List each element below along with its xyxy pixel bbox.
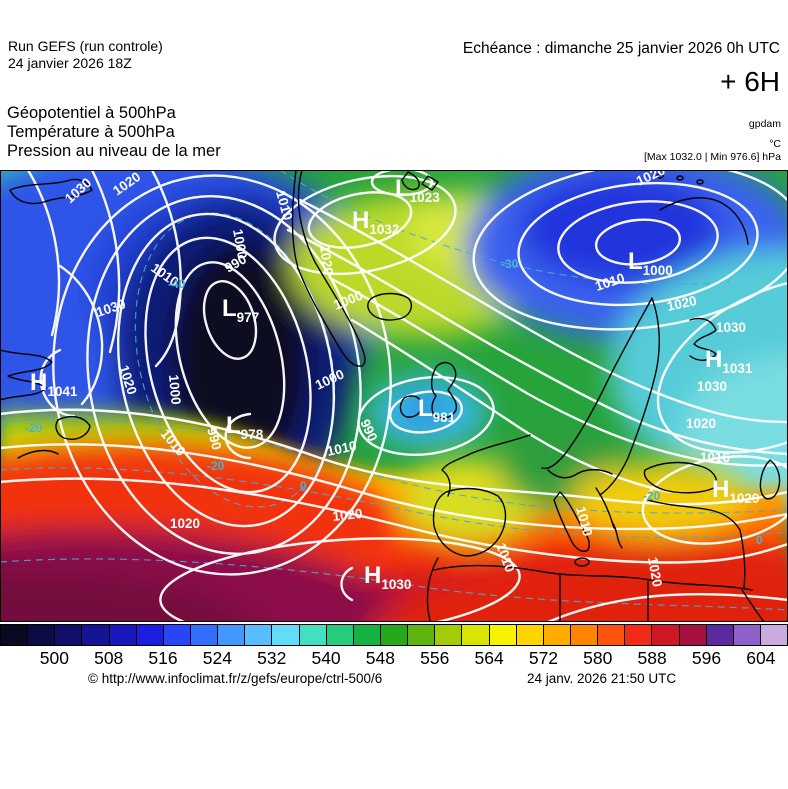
colorbar-tick: 588 bbox=[637, 648, 667, 668]
colorbar-cell bbox=[434, 624, 463, 646]
colorbar-cell bbox=[597, 624, 626, 646]
pressure-center-value: 1030 bbox=[381, 577, 411, 592]
temperature-label: -40 bbox=[168, 277, 186, 291]
colorbar-cell bbox=[379, 624, 409, 646]
valid-time-block: Echéance : dimanche 25 janvier 2026 0h U… bbox=[463, 40, 780, 98]
isobar-label: 1010 bbox=[326, 438, 359, 459]
isobar-label: 1020 bbox=[332, 506, 363, 524]
colorbar-cell bbox=[407, 624, 436, 646]
pressure-center-value: 1029 bbox=[729, 491, 759, 506]
isobar-label: 1030 bbox=[716, 320, 746, 335]
run-info: Run GEFS (run controle) 24 janvier 2026 … bbox=[8, 38, 163, 72]
isobar-label: 1020 bbox=[666, 293, 699, 314]
colorbar-tick: 548 bbox=[365, 648, 396, 668]
colorbar-cell bbox=[759, 624, 788, 646]
colorbar-tick: 540 bbox=[311, 648, 341, 668]
colorbar-cell bbox=[217, 624, 246, 646]
pressure-center-value: 1000 bbox=[643, 263, 673, 278]
colorbar-tick-labels: 500 508 516 524 532 540 548 556 564 572 580 588 596 6… bbox=[0, 646, 788, 670]
colorbar-cell bbox=[461, 624, 490, 646]
pressure-center-value: 981 bbox=[433, 410, 456, 425]
colorbar-cell bbox=[108, 624, 137, 646]
source-url-label: © http://www.infoclimat.fr/z/gefs/europe… bbox=[88, 671, 383, 686]
colorbar-tick: 596 bbox=[691, 648, 722, 668]
forecast-step-label: + 6H bbox=[720, 66, 780, 97]
temperature-label: -30 bbox=[501, 257, 519, 271]
run-model-label: Run GEFS (run controle) bbox=[8, 38, 163, 54]
pressure-center-l-981: L981 bbox=[418, 395, 456, 425]
colorbar-cell bbox=[651, 624, 680, 646]
pressure-center-value: 1041 bbox=[47, 384, 78, 399]
coastlines bbox=[0, 169, 781, 623]
isobar-label: 1016 bbox=[700, 450, 731, 465]
colorbar-cell bbox=[271, 624, 300, 646]
colorbar-tick: 580 bbox=[583, 648, 613, 668]
colorbar-tick: 604 bbox=[746, 648, 776, 668]
temperature-label: -20 bbox=[643, 489, 661, 503]
colorbar-cell bbox=[678, 624, 707, 646]
colorbar-cell bbox=[54, 624, 83, 646]
isobar-label: 1020 bbox=[170, 516, 200, 531]
colorbar-tick: 556 bbox=[420, 648, 450, 668]
colorbar-cell bbox=[81, 624, 110, 646]
generation-time-label: 24 janv. 2026 21:50 UTC bbox=[527, 671, 677, 686]
title-geopotential: Géopotentiel à 500hPa bbox=[7, 104, 176, 122]
colorbar-cell bbox=[27, 624, 56, 646]
temperature-label: -20 bbox=[25, 421, 43, 435]
colorbar-cell bbox=[352, 624, 381, 646]
colorbar-cell bbox=[162, 624, 191, 646]
isobar-label: 1030 bbox=[697, 379, 727, 394]
colorbar-cell bbox=[542, 624, 571, 646]
chart-titles: Géopotentiel à 500hPa Température à 500h… bbox=[7, 104, 221, 161]
colorbar-cell bbox=[298, 624, 327, 646]
colorbar-tick: 508 bbox=[94, 648, 124, 668]
title-temperature: Température à 500hPa bbox=[7, 123, 175, 141]
colorbar-cell bbox=[569, 624, 599, 646]
colorbar-tick: 564 bbox=[474, 648, 504, 668]
colorbar-cell bbox=[0, 624, 29, 646]
run-date-label: 24 janvier 2026 18Z bbox=[8, 55, 132, 71]
isobar-label: 1020 bbox=[686, 416, 716, 431]
temperature-label: -20 bbox=[207, 459, 225, 473]
title-pressure: Pression au niveau de la mer bbox=[7, 142, 221, 160]
weather-map: 1030 1020 1010 990 1000 1030 1020 1000 1010 1020 1… bbox=[0, 110, 788, 763]
colorbar-cell bbox=[244, 624, 273, 646]
pressure-minmax-label: [Max 1032.0 | Min 976.6] hPa bbox=[644, 151, 781, 163]
pressure-center-value: 978 bbox=[241, 427, 264, 442]
unit-labels: gpdam °C [Max 1032.0 | Min 976.6] hPa bbox=[644, 118, 781, 164]
temperature-label: 0 bbox=[300, 479, 307, 493]
colorbar-cell bbox=[705, 624, 734, 646]
colorbar-tick: 532 bbox=[257, 648, 287, 668]
isobar-label: 1000 bbox=[166, 374, 184, 405]
isobar-label: 990 bbox=[204, 426, 224, 452]
pressure-center-value: 1023 bbox=[410, 190, 441, 205]
colorbar-cell bbox=[189, 624, 219, 646]
colorbar-cell bbox=[624, 624, 653, 646]
isobar-label: 1000 bbox=[230, 228, 250, 260]
colorbar-cell bbox=[325, 624, 354, 646]
unit-celsius: °C bbox=[769, 138, 781, 150]
colorbar-cell bbox=[515, 624, 544, 646]
temperature-label: 0 bbox=[756, 533, 763, 547]
valid-time-label: Echéance : dimanche 25 janvier 2026 0h U… bbox=[462, 40, 780, 57]
isobar-label: 1020 bbox=[645, 556, 665, 588]
geopotential-color-field bbox=[0, 110, 788, 763]
colorbar-tick: 524 bbox=[202, 648, 232, 668]
colorbar-tick: 500 bbox=[39, 648, 69, 668]
unit-gpdam: gpdam bbox=[748, 118, 781, 130]
colorbar-cell bbox=[732, 624, 761, 646]
isobar-contours bbox=[0, 161, 788, 639]
colorbar-cell bbox=[135, 624, 164, 646]
pressure-center-value: 1032 bbox=[369, 222, 399, 237]
colorbar-tick: 516 bbox=[148, 648, 178, 668]
pressure-center-value: 1031 bbox=[722, 361, 753, 376]
colorbar-cell bbox=[488, 624, 517, 646]
colorbar-tick: 572 bbox=[528, 648, 559, 668]
pressure-center-value: 977 bbox=[237, 310, 260, 325]
isobar-label: 1020 bbox=[317, 244, 336, 276]
colorbar bbox=[0, 624, 788, 646]
